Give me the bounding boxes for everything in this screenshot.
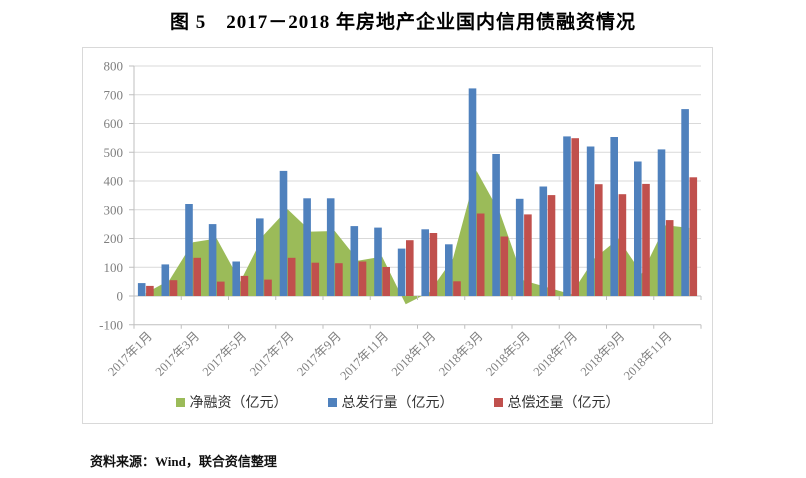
y-tick-label: 0 bbox=[117, 289, 124, 304]
repayment-bar bbox=[665, 220, 674, 296]
issuance-bar bbox=[326, 198, 335, 296]
issuance-bar bbox=[232, 261, 240, 296]
y-tick-label: 800 bbox=[104, 59, 124, 74]
repayment-bar bbox=[453, 281, 461, 296]
x-tick-label: 2018年3月 bbox=[436, 329, 486, 379]
issuance-bar bbox=[374, 227, 382, 296]
repayment-bar bbox=[571, 138, 579, 296]
legend-item: 总发行量（亿元） bbox=[327, 392, 454, 412]
x-tick-label: 2017年3月 bbox=[153, 329, 203, 379]
issuance-bar bbox=[303, 198, 311, 296]
y-tick-label: 400 bbox=[104, 174, 124, 189]
repayment-bar bbox=[335, 263, 343, 296]
x-tick-label: 2017年9月 bbox=[294, 329, 344, 379]
plot-area: 8007006005004003002001000-1002017年1月2017… bbox=[99, 59, 702, 383]
repayment-bar bbox=[595, 184, 603, 296]
repayment-bar bbox=[476, 213, 485, 296]
repayment-bar bbox=[193, 257, 201, 296]
issuance-bar bbox=[279, 170, 288, 296]
issuance-bar bbox=[185, 204, 193, 296]
y-tick-label: 300 bbox=[104, 202, 124, 217]
y-tick-label: -100 bbox=[99, 317, 123, 332]
repayment-bar bbox=[146, 285, 154, 296]
issuance-bar bbox=[137, 283, 146, 296]
legend-item: 净融资（亿元） bbox=[175, 392, 288, 412]
y-tick-label: 700 bbox=[104, 87, 124, 102]
repayment-bar bbox=[287, 257, 296, 296]
x-tick-label: 2017年11月 bbox=[337, 329, 391, 383]
x-tick-label: 2017年1月 bbox=[105, 329, 155, 379]
legend-swatch bbox=[327, 397, 337, 407]
y-tick-label: 500 bbox=[104, 145, 124, 160]
repayment-bar bbox=[547, 195, 556, 296]
issuance-bar bbox=[586, 146, 595, 296]
y-tick-label: 600 bbox=[104, 116, 124, 131]
repayment-bar bbox=[240, 275, 249, 296]
issuance-bar bbox=[468, 88, 477, 297]
issuance-bar bbox=[421, 229, 429, 296]
repayment-bar bbox=[642, 183, 650, 296]
issuance-bar bbox=[539, 186, 548, 296]
repayment-bar bbox=[524, 214, 532, 296]
issuance-bar bbox=[397, 248, 406, 296]
repayment-bar bbox=[500, 236, 509, 296]
issuance-bar bbox=[610, 137, 618, 296]
repayment-bar bbox=[311, 262, 320, 296]
chart-title: 图 5 2017－2018 年房地产企业国内信用债融资情况 bbox=[169, 12, 636, 33]
legend: 净融资（亿元） 总发行量（亿元） 总偿还量（亿元） bbox=[83, 392, 712, 412]
net-financing-area bbox=[145, 170, 690, 305]
x-tick-label: 2018年9月 bbox=[578, 329, 628, 379]
repayment-bar bbox=[217, 281, 225, 296]
issuance-bar bbox=[634, 161, 642, 296]
repayment-bar bbox=[264, 279, 272, 296]
y-tick-label: 200 bbox=[104, 231, 124, 246]
repayment-bar bbox=[689, 177, 698, 296]
repayment-bar bbox=[406, 240, 414, 296]
x-tick-label: 2018年5月 bbox=[483, 329, 533, 379]
x-tick-label: 2017年5月 bbox=[200, 329, 250, 379]
repayment-bar bbox=[618, 194, 627, 296]
issuance-bar bbox=[350, 226, 359, 296]
issuance-bar bbox=[208, 224, 217, 296]
legend-item: 总偿还量（亿元） bbox=[493, 392, 620, 412]
repayment-bar bbox=[358, 261, 367, 296]
issuance-bar bbox=[563, 136, 571, 296]
x-tick-label: 2018年11月 bbox=[621, 329, 675, 383]
x-tick-label: 2017年7月 bbox=[247, 329, 297, 379]
source-note: 资料来源：Wind，联合资信整理 bbox=[90, 454, 277, 469]
legend-label: 总发行量（亿元） bbox=[341, 396, 454, 411]
x-tick-label: 2018年1月 bbox=[389, 329, 439, 379]
legend-label: 总偿还量（亿元） bbox=[507, 396, 620, 411]
issuance-bar bbox=[657, 149, 666, 296]
legend-label: 净融资（亿元） bbox=[189, 396, 288, 411]
repayment-bar bbox=[169, 280, 178, 296]
issuance-bar bbox=[681, 109, 689, 296]
issuance-bar bbox=[492, 154, 500, 296]
x-tick-label: 2018年7月 bbox=[531, 329, 581, 379]
legend-swatch bbox=[175, 397, 185, 407]
legend-swatch bbox=[493, 397, 503, 407]
y-tick-label: 100 bbox=[104, 260, 124, 275]
issuance-bar bbox=[161, 264, 170, 296]
issuance-bar bbox=[445, 244, 453, 296]
issuance-bar bbox=[515, 198, 524, 296]
issuance-bar bbox=[256, 218, 264, 296]
repayment-bar bbox=[429, 233, 438, 296]
repayment-bar bbox=[382, 267, 390, 296]
chart-frame: 800 700 600 500 400 300 200 100 0 -100 2017年1月 2017… bbox=[82, 47, 713, 424]
